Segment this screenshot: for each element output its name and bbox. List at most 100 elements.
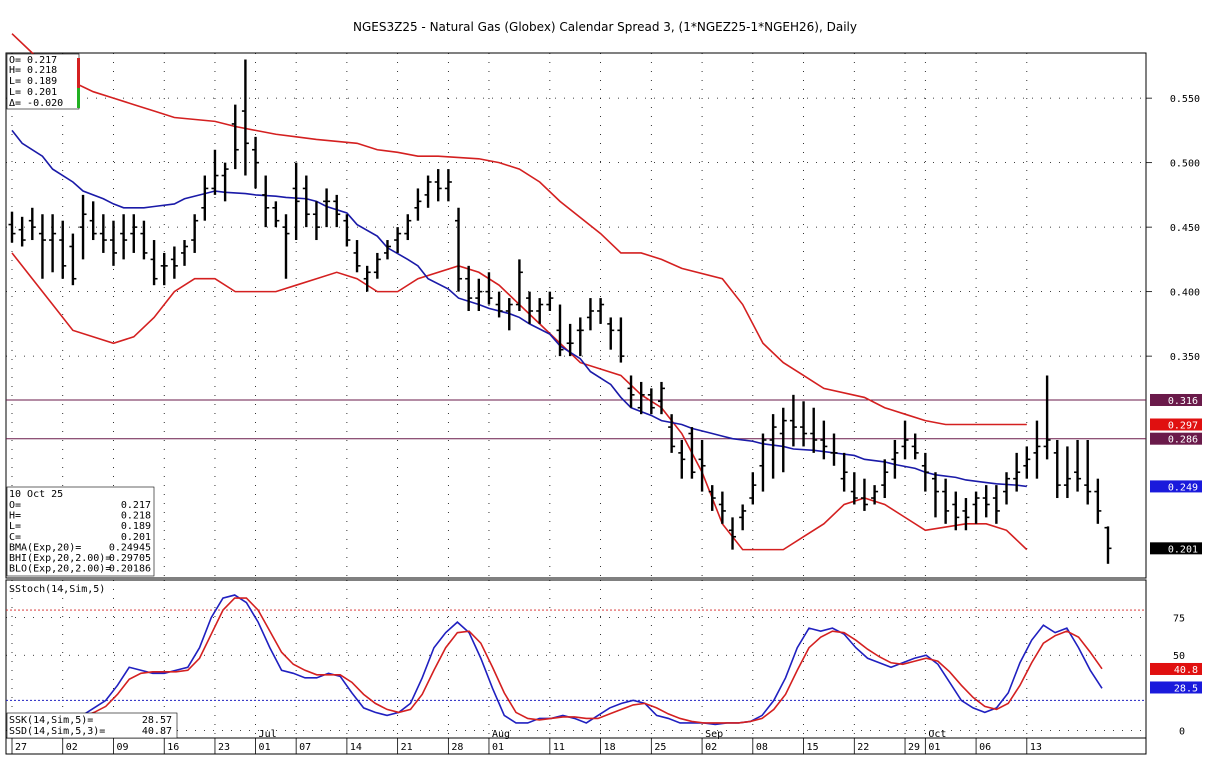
price-bar bbox=[302, 175, 310, 228]
date-tick-label: 09 bbox=[116, 742, 128, 753]
price-bar bbox=[211, 149, 219, 195]
price-bar bbox=[769, 414, 777, 479]
price-bar bbox=[566, 323, 574, 357]
date-tick-label: 27 bbox=[15, 742, 27, 753]
price-tick-label: 0.350 bbox=[1170, 352, 1200, 363]
price-bar bbox=[79, 194, 87, 260]
price-bar bbox=[718, 491, 726, 524]
price-bar bbox=[1094, 478, 1102, 524]
price-bar bbox=[465, 265, 473, 311]
price-bar bbox=[28, 207, 36, 241]
price-bar bbox=[840, 452, 848, 492]
price-grid bbox=[6, 53, 1146, 578]
info-box: 10 Oct 25 O= 0.217 H= 0.218 L= 0.189 C= 0.201 BM… bbox=[6, 486, 155, 577]
date-tick-label: 02 bbox=[705, 742, 717, 753]
stoch-panel-border bbox=[5, 579, 1147, 739]
price-bar bbox=[526, 291, 534, 324]
date-tick-label: 06 bbox=[979, 742, 991, 753]
price-tick-label: 0.550 bbox=[1170, 94, 1200, 105]
price-label-bg bbox=[1150, 542, 1202, 555]
info-row-value: 0.201 bbox=[121, 532, 151, 543]
price-bar bbox=[383, 240, 391, 260]
price-bar bbox=[800, 401, 808, 447]
price-bar bbox=[89, 201, 97, 241]
price-bar bbox=[312, 201, 320, 241]
price-bar bbox=[455, 207, 463, 292]
price-bar bbox=[221, 162, 229, 202]
price-panel: 0.550 0.500 0.450 0.400 0.350 0.316 0.297 0.28… bbox=[5, 33, 1202, 579]
info-row-label: BMA(Exp,20)= bbox=[9, 542, 81, 553]
month-label: Aug bbox=[492, 729, 510, 740]
price-bar bbox=[1033, 420, 1041, 479]
price-bar bbox=[607, 317, 615, 350]
price-bar bbox=[373, 252, 381, 279]
price-bar bbox=[150, 240, 158, 286]
price-bar bbox=[363, 265, 371, 292]
price-bar bbox=[191, 214, 199, 253]
price-bar bbox=[272, 201, 280, 228]
stoch-values-box bbox=[6, 712, 178, 739]
price-tick-label: 0.500 bbox=[1170, 159, 1200, 170]
price-bar bbox=[414, 188, 422, 221]
price-bar bbox=[1063, 446, 1071, 499]
price-bar bbox=[282, 214, 290, 279]
info-box-bg bbox=[6, 486, 155, 577]
upper-band-line bbox=[11, 33, 1027, 426]
price-bar bbox=[576, 317, 584, 357]
info-row-value: 0.189 bbox=[121, 521, 151, 532]
date-axis: 27 02 09 16 23 01 07 14 21 28 01 11 18 25 02 08 15 22 29 01… bbox=[5, 729, 1147, 755]
price-bar bbox=[779, 407, 787, 473]
price-bar bbox=[688, 427, 696, 479]
ohlc-marker-red bbox=[77, 58, 80, 88]
info-row-value: 0.24945 bbox=[109, 542, 151, 553]
stoch-tick-label: 0 bbox=[1179, 726, 1185, 737]
stoch-tick-label: 50 bbox=[1173, 651, 1185, 662]
stoch-title: SStoch(14,Sim,5) bbox=[9, 584, 105, 595]
price-panel-border bbox=[5, 52, 1147, 579]
price-bar bbox=[647, 388, 655, 415]
price-bar bbox=[201, 175, 209, 221]
price-bar bbox=[901, 420, 909, 460]
ohlc-line-2: L= 0.189 bbox=[9, 76, 57, 87]
price-bar bbox=[921, 452, 929, 492]
price-bar bbox=[475, 278, 483, 311]
price-bar bbox=[657, 381, 665, 415]
price-tick-label: 0.450 bbox=[1170, 223, 1200, 234]
price-bar bbox=[505, 298, 513, 331]
price-bar bbox=[404, 214, 412, 241]
info-row-value: 0.29705 bbox=[109, 553, 151, 564]
price-bar bbox=[982, 485, 990, 518]
date-tick-label: 07 bbox=[299, 742, 311, 753]
ssd-line bbox=[12, 597, 1103, 724]
date-tick-label: 13 bbox=[1030, 742, 1042, 753]
price-bar bbox=[231, 104, 239, 170]
info-row-label: L= bbox=[9, 521, 21, 532]
price-bar bbox=[698, 439, 706, 492]
date-tick-label: 14 bbox=[350, 742, 362, 753]
price-bar bbox=[759, 433, 767, 492]
price-bar bbox=[871, 485, 879, 505]
date-tick-label: 22 bbox=[857, 742, 869, 753]
stoch-value-text: 28.5 bbox=[1174, 683, 1198, 694]
ssd-value: 40.87 bbox=[142, 726, 172, 737]
price-bar bbox=[1104, 526, 1112, 564]
price-bar bbox=[810, 407, 818, 453]
date-tick-label: 15 bbox=[807, 742, 819, 753]
price-bar bbox=[1074, 439, 1082, 492]
price-bar bbox=[678, 439, 686, 479]
ohlc-line-4: Δ= -0.020 bbox=[9, 98, 63, 109]
date-tick-label: 18 bbox=[604, 742, 616, 753]
stoch-value-bg bbox=[1150, 681, 1202, 694]
info-row-value: 0.218 bbox=[121, 511, 151, 522]
price-bar bbox=[38, 214, 46, 279]
ohlc-line-0: O= 0.217 bbox=[9, 55, 57, 66]
price-bar bbox=[962, 498, 970, 531]
month-label: Jul bbox=[259, 729, 277, 740]
price-bar bbox=[972, 491, 980, 524]
stoch-legend: SStoch(14,Sim,5) SSK(14,Sim,5)= 28.57 SS… bbox=[6, 584, 178, 739]
price-bar bbox=[1053, 439, 1061, 499]
price-bar bbox=[739, 504, 747, 531]
price-bar bbox=[394, 227, 402, 253]
price-label-text: 0.316 bbox=[1168, 396, 1198, 407]
